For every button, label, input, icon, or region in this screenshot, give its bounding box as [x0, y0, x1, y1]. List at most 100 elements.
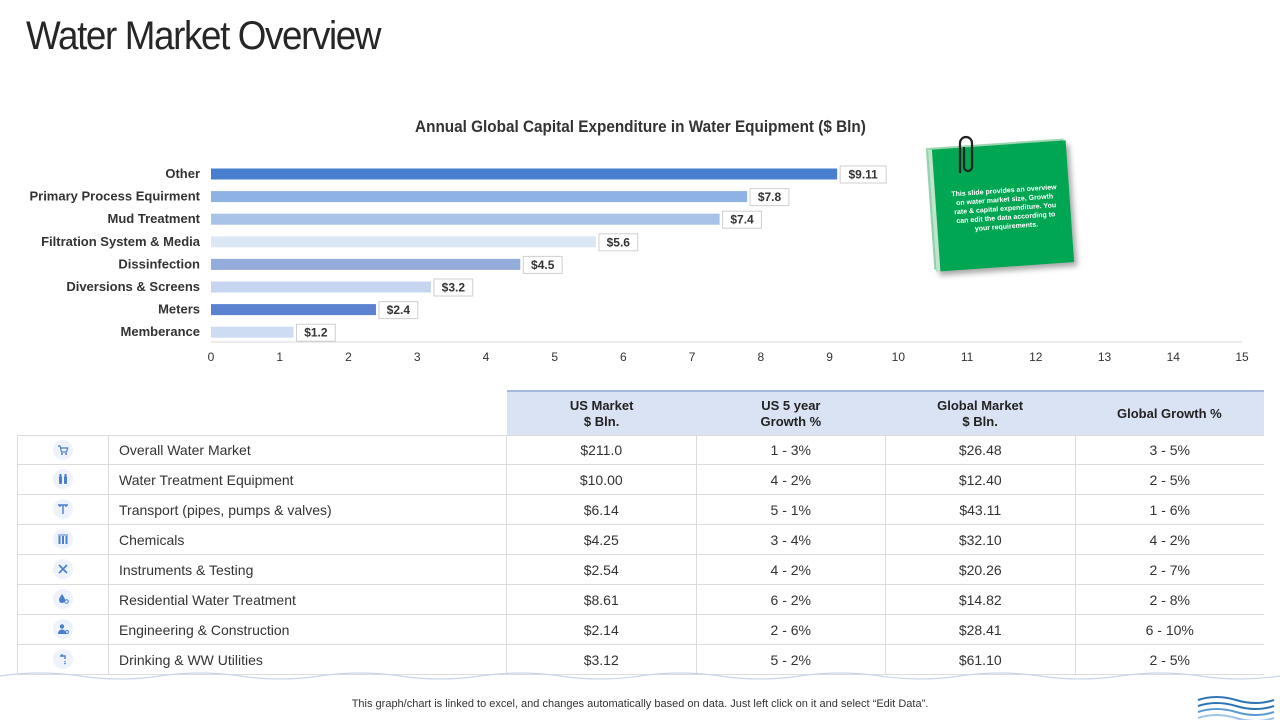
global-growth-value: 2 - 7%: [1149, 561, 1190, 578]
row-name: Water Treatment Equipment: [109, 465, 507, 494]
us-growth-value: 2 - 6%: [697, 615, 886, 644]
us-market-value: $2.54: [507, 555, 697, 584]
x-tick-label: 3: [414, 350, 421, 364]
chemical-flasks-icon: [53, 529, 73, 549]
bar: [211, 281, 431, 293]
bar: [211, 236, 596, 248]
x-tick-label: 14: [1167, 350, 1181, 364]
bar-chart[interactable]: Other $9.11 Primary Process Equirment $7.8 M…: [0, 150, 1280, 375]
category-label: Dissinfection: [118, 256, 200, 271]
table-row: Water Treatment Equipment $10.00 4 - 2% …: [17, 465, 1264, 495]
global-market-value: $43.11: [886, 495, 1076, 524]
water-drop-gear-icon: [53, 589, 73, 609]
global-market-value: $61.10: [886, 645, 1076, 674]
row-name: Chemicals: [109, 525, 507, 554]
header-global-market: Global Market $ Bln.: [937, 397, 1024, 429]
paperclip-icon: [958, 135, 974, 173]
x-tick-label: 8: [758, 350, 765, 364]
table-row: Transport (pipes, pumps & valves) $6.14 …: [17, 495, 1264, 525]
page-title: Water Market Overview: [26, 14, 381, 58]
x-tick-label: 11: [961, 350, 974, 364]
global-growth-value: 2 - 5%: [1149, 471, 1190, 488]
bar: [211, 191, 748, 203]
data-label-box: [722, 210, 762, 229]
us-market-value: $4.25: [507, 525, 697, 554]
x-tick-label: 1: [276, 350, 283, 364]
global-growth-value: 6 - 10%: [1145, 621, 1194, 638]
tools-icon: [53, 559, 73, 579]
global-market-value: $32.10: [886, 525, 1076, 554]
us-growth-value: 5 - 2%: [697, 645, 886, 674]
data-label: $7.8: [758, 190, 782, 204]
bar: [211, 326, 294, 338]
bar: [211, 258, 521, 270]
x-tick-label: 5: [551, 350, 558, 364]
data-label-box: [522, 255, 563, 274]
water-tap-icon: [53, 649, 73, 669]
us-growth-value: 5 - 1%: [697, 495, 886, 524]
market-table: Overall Water Market $211.0 1 - 3% $26.4…: [17, 435, 1264, 675]
category-label: Mud Treatment: [108, 211, 201, 226]
chart-title: Annual Global Capital Expenditure in Wat…: [414, 117, 866, 136]
us-growth-value: 6 - 2%: [697, 585, 886, 614]
bar: [211, 213, 720, 225]
x-tick-label: 7: [689, 350, 696, 364]
us-market-value: $8.61: [507, 585, 697, 614]
data-label: $2.4: [387, 303, 411, 317]
x-tick-label: 6: [620, 350, 627, 364]
category-label: Meters: [158, 302, 200, 317]
table-row: Overall Water Market $211.0 1 - 3% $26.4…: [17, 435, 1264, 465]
sticky-note-text: This slide provides an overview on water…: [951, 184, 1057, 233]
x-tick-label: 4: [483, 350, 490, 364]
table-row: Engineering & Construction $2.14 2 - 6% …: [17, 615, 1264, 645]
footer-note: This graph/chart is linked to excel, and…: [351, 698, 929, 710]
category-label: Memberance: [121, 324, 200, 339]
us-market-value: $10.00: [507, 465, 697, 494]
us-growth-value: 4 - 2%: [697, 465, 886, 494]
x-tick-label: 10: [892, 350, 906, 364]
engineer-icon: [53, 619, 73, 639]
us-market-value: $6.14: [507, 495, 697, 524]
table-row: Chemicals $4.25 3 - 4% $32.10 4 - 2%: [17, 525, 1264, 555]
global-growth-value: 3 - 5%: [1149, 442, 1190, 458]
us-growth-value: 4 - 2%: [697, 555, 886, 584]
global-growth-value: 2 - 5%: [1149, 651, 1190, 668]
global-growth-value: 4 - 2%: [1149, 531, 1190, 548]
us-market-value: $211.0: [507, 436, 697, 464]
pipe-valve-icon: [53, 499, 73, 519]
x-tick-label: 2: [345, 350, 352, 364]
data-label-box: [378, 301, 419, 320]
row-name: Drinking & WW Utilities: [109, 645, 507, 674]
global-market-value: $20.26: [886, 555, 1076, 584]
global-market-value: $26.48: [886, 436, 1076, 464]
x-tick-label: 13: [1098, 350, 1112, 364]
header-us-market: US Market $ Bln.: [569, 397, 634, 429]
bar: [211, 168, 838, 180]
data-label: $9.11: [848, 168, 878, 182]
x-tick-label: 12: [1029, 350, 1043, 364]
row-name: Residential Water Treatment: [109, 585, 507, 614]
x-tick-label: 0: [208, 350, 215, 364]
header-us-growth: US 5 year Growth %: [760, 397, 822, 429]
data-label-box: [839, 165, 887, 184]
data-label: $3.2: [442, 281, 466, 295]
us-market-value: $3.12: [507, 645, 697, 674]
category-label: Diversions & Screens: [66, 279, 200, 294]
water-bottles-icon: [53, 469, 73, 489]
x-tick-label: 15: [1235, 350, 1249, 364]
us-growth-value: 1 - 3%: [697, 436, 886, 464]
data-label-box: [598, 233, 639, 252]
global-market-value: $28.41: [886, 615, 1076, 644]
category-label: Filtration System & Media: [41, 234, 201, 249]
category-label: Primary Process Equirment: [29, 189, 200, 204]
header-global-growth: Global Growth %: [1117, 405, 1222, 421]
data-label: $7.4: [730, 213, 754, 227]
x-tick-label: 9: [826, 350, 833, 364]
data-label-box: [295, 323, 336, 342]
data-label: $4.5: [531, 258, 555, 272]
row-name: Overall Water Market: [109, 436, 507, 464]
row-name: Instruments & Testing: [109, 555, 507, 584]
global-market-value: $12.40: [886, 465, 1076, 494]
data-label: $1.2: [304, 326, 328, 340]
bar: [211, 304, 376, 316]
